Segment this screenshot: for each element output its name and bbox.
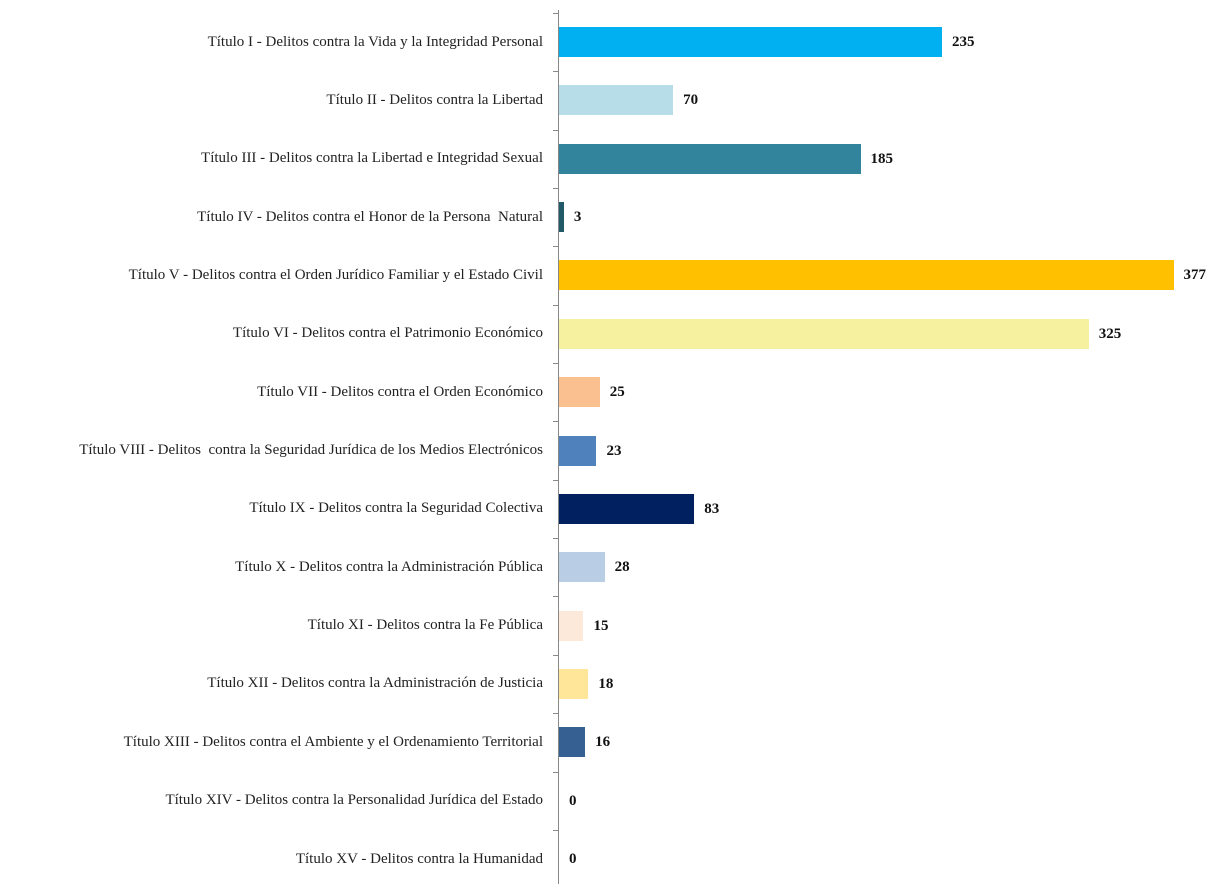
category-label: Título V - Delitos contra el Orden Juríd… xyxy=(0,247,543,303)
category-text: Título XV - Delitos contra la Humanidad xyxy=(295,850,543,867)
category-label: Título XII - Delitos contra la Administr… xyxy=(0,656,543,712)
axis-tick xyxy=(553,479,558,481)
bar xyxy=(559,202,564,233)
axis-tick xyxy=(553,596,558,598)
value-label: 185 xyxy=(870,150,894,167)
bar xyxy=(559,435,597,466)
bar xyxy=(559,727,586,758)
axis-tick xyxy=(553,71,558,73)
axis-tick xyxy=(553,129,558,131)
value-label: 0 xyxy=(569,851,577,868)
bar xyxy=(559,668,589,699)
category-text: Título XII - Delitos contra la Administr… xyxy=(207,675,543,692)
axis-tick xyxy=(553,654,558,656)
value-label: 28 xyxy=(614,559,630,576)
value-label: 235 xyxy=(952,34,975,50)
category-text: Título II - Delitos contra la Libertad xyxy=(326,91,543,108)
category-label: Título III - Delitos contra la Libertad … xyxy=(0,131,543,187)
category-text: Título X - Delitos contra la Administrac… xyxy=(235,558,543,575)
axis-tick xyxy=(553,713,558,715)
axis-line xyxy=(558,10,559,884)
category-text: Título VI - Delitos contra el Patrimonio… xyxy=(232,325,543,342)
category-label: Título XV - Delitos contra la Humanidad xyxy=(0,831,543,884)
category-label: Título I - Delitos contra la Vida y la I… xyxy=(0,14,543,70)
category-label: Título VII - Delitos contra el Orden Eco… xyxy=(0,364,543,420)
category-label: Título VIII - Delitos contra la Segurida… xyxy=(0,423,543,479)
value-label: 325 xyxy=(1098,325,1122,342)
axis-tick xyxy=(553,538,558,540)
bar xyxy=(559,493,695,524)
category-text: Título XI - Delitos contra la Fe Pública xyxy=(307,617,543,634)
bar xyxy=(559,143,861,174)
value-label: 15 xyxy=(593,617,609,634)
category-text: Título VII - Delitos contra el Orden Eco… xyxy=(257,383,543,400)
value-label: 23 xyxy=(606,442,622,459)
axis-tick xyxy=(553,829,558,831)
value-label: 0 xyxy=(569,792,577,809)
category-label: Título II - Delitos contra la Libertad xyxy=(0,72,543,128)
bar xyxy=(559,552,605,583)
value-label: 25 xyxy=(609,384,625,401)
category-text: Título IV - Delitos contra el Honor de l… xyxy=(197,208,543,225)
category-text: Título V - Delitos contra el Orden Juríd… xyxy=(128,266,543,283)
bar xyxy=(559,318,1089,349)
bar xyxy=(559,27,943,57)
category-text: Título I - Delitos contra la Vida y la I… xyxy=(207,33,543,50)
category-text: Título VIII - Delitos contra la Segurida… xyxy=(79,442,543,459)
axis-tick xyxy=(553,362,558,364)
axis-tick xyxy=(553,304,558,306)
bar xyxy=(559,610,584,641)
axis-tick xyxy=(553,421,558,423)
axis-tick xyxy=(553,12,558,14)
category-label: Título IV - Delitos contra el Honor de l… xyxy=(0,189,543,245)
category-label: Título X - Delitos contra la Administrac… xyxy=(0,539,543,595)
category-label: Título XIII - Delitos contra el Ambiente… xyxy=(0,714,543,770)
value-label: 18 xyxy=(598,675,614,692)
axis-tick xyxy=(553,187,558,189)
value-label: 16 xyxy=(595,734,611,751)
axis-tick xyxy=(553,246,558,248)
category-text: Título XIII - Delitos contra el Ambiente… xyxy=(123,733,543,750)
bar xyxy=(559,260,1174,291)
category-text: Título III - Delitos contra la Libertad … xyxy=(201,150,543,167)
category-label: Título XI - Delitos contra la Fe Pública xyxy=(0,598,543,654)
value-label: 70 xyxy=(683,92,699,109)
value-label: 3 xyxy=(573,209,582,226)
bar xyxy=(559,85,674,116)
category-label: Título VI - Delitos contra el Patrimonio… xyxy=(0,306,543,362)
axis-tick xyxy=(553,771,558,773)
bar xyxy=(559,377,600,408)
value-label: 83 xyxy=(704,500,720,517)
category-label: Título IX - Delitos contra la Seguridad … xyxy=(0,481,543,537)
category-label: Título XIV - Delitos contra la Personali… xyxy=(0,773,543,829)
category-text: Título XIV - Delitos contra la Personali… xyxy=(165,792,543,809)
value-label: 377 xyxy=(1183,267,1207,284)
category-text: Título IX - Delitos contra la Seguridad … xyxy=(249,500,543,517)
